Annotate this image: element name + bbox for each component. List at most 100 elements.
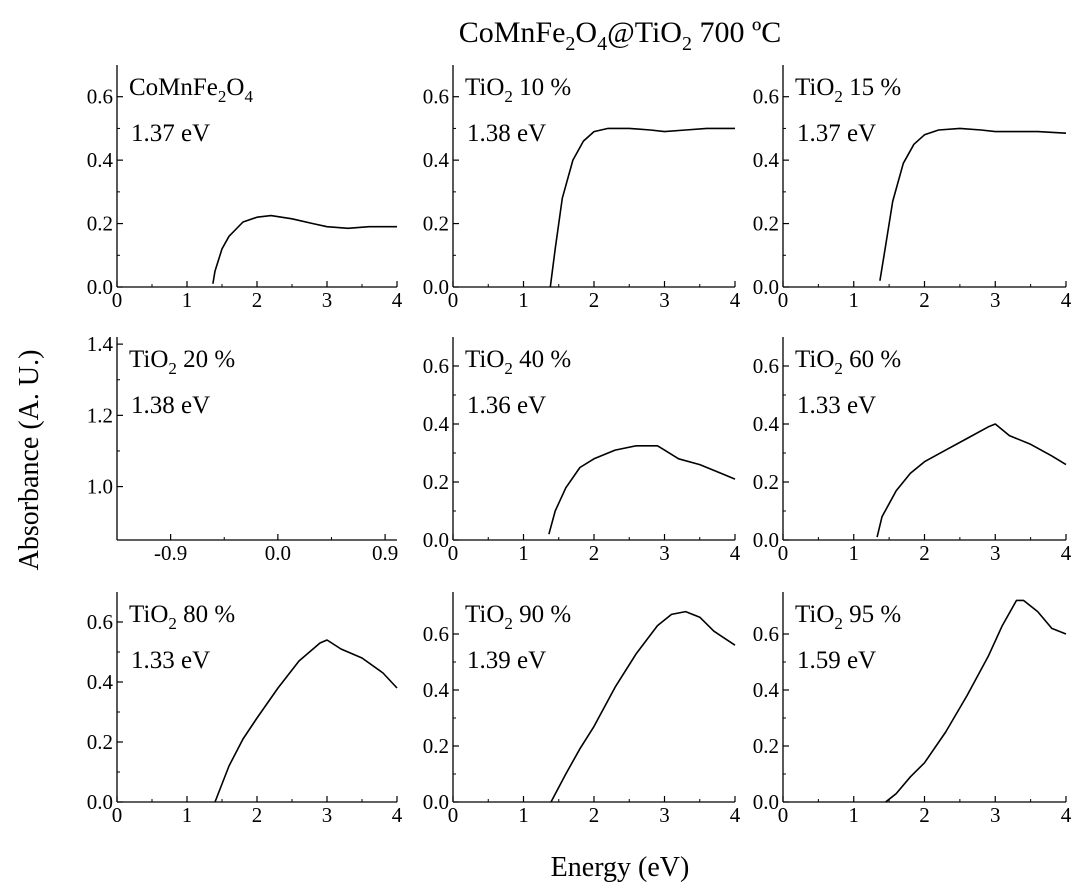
absorbance-line bbox=[879, 127, 1067, 281]
y-tick-label: 1.4 bbox=[87, 332, 114, 356]
y-tick-label: 0.2 bbox=[423, 212, 449, 236]
x-tick-label: 0 bbox=[112, 288, 123, 312]
y-tick-label: 0.0 bbox=[423, 528, 449, 552]
x-tick-label: 0 bbox=[448, 288, 459, 312]
x-axis-title: Energy (eV) bbox=[551, 852, 690, 883]
y-tick-label: 0.4 bbox=[423, 412, 450, 436]
y-tick-label: 0.2 bbox=[87, 730, 113, 754]
x-tick-label: 1 bbox=[849, 541, 860, 565]
y-tick-label: 0.2 bbox=[753, 470, 779, 494]
band-gap-label: 1.33 eV bbox=[797, 392, 876, 419]
y-tick-label: 0.0 bbox=[423, 275, 449, 299]
x-tick-label: 1 bbox=[182, 803, 193, 827]
x-tick-label: -0.9 bbox=[154, 541, 187, 565]
panel-7: 0 1 2 3 4 0.0 0.2 0.4 0.6 TiO2 80 % 1.33 eV bbox=[87, 592, 403, 827]
absorbance-line bbox=[549, 127, 735, 288]
y-tick-label: 0.6 bbox=[423, 354, 449, 378]
x-tick-label: 3 bbox=[990, 288, 1001, 312]
x-tick-label: 2 bbox=[252, 803, 263, 827]
x-tick-label: 4 bbox=[730, 541, 741, 565]
y-tick-label: 0.2 bbox=[423, 470, 449, 494]
x-tick-label: 3 bbox=[322, 803, 333, 827]
panel-label: TiO2 60 % bbox=[795, 346, 901, 378]
absorbance-line bbox=[885, 599, 1067, 803]
y-tick-label: 0.0 bbox=[87, 790, 113, 814]
y-tick-label: 0.4 bbox=[87, 670, 114, 694]
x-tick-label: 2 bbox=[252, 288, 263, 312]
x-tick-label: 0.9 bbox=[372, 541, 398, 565]
y-tick-label: 0.6 bbox=[87, 85, 113, 109]
absorbance-line bbox=[876, 423, 1067, 538]
panel-label: TiO2 15 % bbox=[795, 74, 901, 106]
panel-8: 0 1 2 3 4 0.0 0.2 0.4 0.6 TiO2 90 % 1.39 eV bbox=[423, 592, 741, 827]
band-gap-label: 1.33 eV bbox=[131, 647, 210, 674]
y-tick-label: 0.4 bbox=[753, 678, 780, 702]
y-tick-label: 0.0 bbox=[753, 528, 779, 552]
x-tick-label: 0.0 bbox=[265, 541, 291, 565]
y-tick-label: 0.2 bbox=[87, 212, 113, 236]
y-tick-label: 0.4 bbox=[87, 148, 114, 172]
panel-label: TiO2 40 % bbox=[465, 346, 571, 378]
x-tick-label: 3 bbox=[659, 541, 670, 565]
x-tick-label: 4 bbox=[730, 288, 741, 312]
panels: 0 1 2 3 4 0.0 0.2 0.4 0.6 CoMnFe2O4 1.37 eV 0 1 2 3 4 0.… bbox=[87, 65, 1072, 827]
x-tick-label: 4 bbox=[1061, 803, 1072, 827]
panel-5: 0 1 2 3 4 0.0 0.2 0.4 0.6 TiO2 40 % 1.36 eV bbox=[423, 337, 741, 565]
figure-title: CoMnFe2O4@TiO2 700 ºC bbox=[459, 16, 782, 55]
panel-label: TiO2 95 % bbox=[795, 601, 901, 633]
y-tick-label: 0.6 bbox=[753, 354, 779, 378]
y-tick-label: 0.0 bbox=[423, 790, 449, 814]
band-gap-label: 1.37 eV bbox=[131, 120, 210, 147]
band-gap-label: 1.37 eV bbox=[797, 120, 876, 147]
band-gap-label: 1.38 eV bbox=[131, 392, 210, 419]
y-tick-label: 1.2 bbox=[87, 403, 113, 427]
y-tick-label: 0.2 bbox=[423, 734, 449, 758]
band-gap-label: 1.39 eV bbox=[467, 647, 546, 674]
x-tick-label: 1 bbox=[849, 803, 860, 827]
x-tick-label: 4 bbox=[392, 288, 403, 312]
y-tick-label: 0.2 bbox=[753, 212, 779, 236]
absorbance-line bbox=[212, 214, 397, 284]
panel-label: TiO2 80 % bbox=[129, 601, 235, 633]
x-tick-label: 0 bbox=[112, 803, 123, 827]
band-gap-label: 1.38 eV bbox=[467, 120, 546, 147]
y-axis-title: Absorbance (A. U.) bbox=[14, 350, 45, 571]
y-tick-label: 0.0 bbox=[753, 275, 779, 299]
x-tick-label: 1 bbox=[518, 541, 529, 565]
x-tick-label: 3 bbox=[659, 288, 670, 312]
x-tick-label: 1 bbox=[518, 288, 529, 312]
x-tick-label: 2 bbox=[589, 803, 600, 827]
panel-4: -0.9 0.0 0.9 1.0 1.2 1.4 TiO2 20 % 1.38 eV bbox=[87, 332, 398, 565]
panel-label: TiO2 10 % bbox=[465, 74, 571, 106]
band-gap-label: 1.36 eV bbox=[467, 392, 546, 419]
y-tick-label: 0.0 bbox=[87, 275, 113, 299]
x-tick-label: 2 bbox=[919, 803, 930, 827]
x-tick-label: 4 bbox=[1061, 541, 1072, 565]
x-tick-label: 0 bbox=[448, 541, 459, 565]
y-tick-label: 0.4 bbox=[753, 148, 780, 172]
panel-6: 0 1 2 3 4 0.0 0.2 0.4 0.6 TiO2 60 % 1.33 eV bbox=[753, 337, 1072, 565]
y-tick-label: 0.6 bbox=[423, 85, 449, 109]
y-tick-label: 0.4 bbox=[753, 412, 780, 436]
band-gap-label: 1.59 eV bbox=[797, 647, 876, 674]
x-tick-label: 4 bbox=[730, 803, 741, 827]
x-tick-label: 3 bbox=[659, 803, 670, 827]
y-tick-label: 0.6 bbox=[423, 622, 449, 646]
x-tick-label: 3 bbox=[322, 288, 333, 312]
y-tick-label: 1.0 bbox=[87, 475, 113, 499]
y-tick-label: 0.4 bbox=[423, 678, 450, 702]
y-tick-label: 0.6 bbox=[753, 622, 779, 646]
x-tick-label: 4 bbox=[1061, 288, 1072, 312]
x-tick-label: 0 bbox=[778, 803, 789, 827]
x-tick-label: 2 bbox=[589, 541, 600, 565]
x-tick-label: 4 bbox=[392, 803, 403, 827]
panel-label: CoMnFe2O4 bbox=[129, 74, 253, 106]
y-tick-label: 0.6 bbox=[87, 610, 113, 634]
panel-2: 0 1 2 3 4 0.0 0.2 0.4 0.6 TiO2 10 % 1.38 eV bbox=[423, 65, 741, 312]
x-tick-label: 0 bbox=[448, 803, 459, 827]
absorbance-line bbox=[548, 444, 736, 535]
x-tick-label: 1 bbox=[518, 803, 529, 827]
panel-label: TiO2 20 % bbox=[129, 346, 235, 378]
x-tick-label: 1 bbox=[182, 288, 193, 312]
x-tick-label: 2 bbox=[589, 288, 600, 312]
